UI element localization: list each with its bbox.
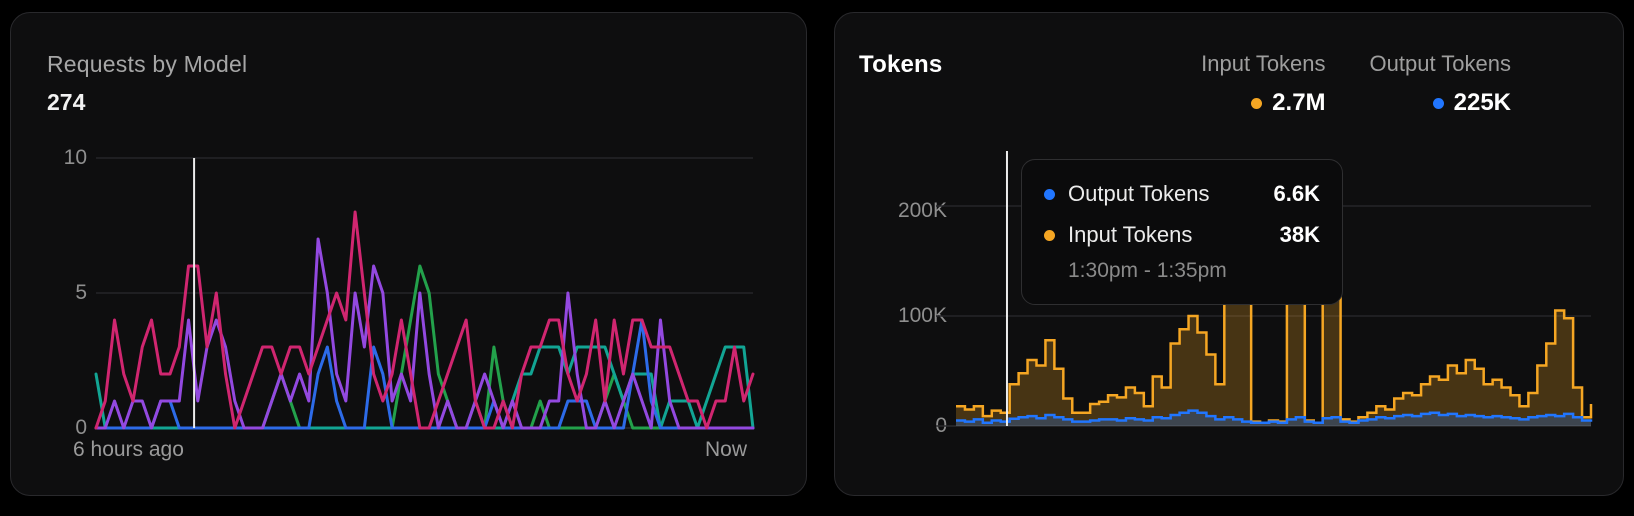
- tokens-ytick-0: 0: [935, 414, 947, 437]
- tooltip-output-label: Output Tokens: [1068, 181, 1210, 206]
- output-tokens-dot-icon: [1432, 97, 1444, 109]
- requests-card-title: Requests by Model: [47, 51, 248, 77]
- tokens-ytick-100k: 100K: [897, 304, 947, 327]
- tooltip-row-output: Output Tokens 6.6K: [1044, 177, 1320, 211]
- tokens-legend: Input Tokens 2.7M Output Tokens 225K: [1201, 51, 1511, 117]
- requests-ytick-0: 0: [75, 416, 87, 439]
- tooltip-input-value: 38K: [1279, 222, 1320, 247]
- tooltip-output-value: 6.6K: [1273, 181, 1320, 206]
- tooltip-input-dot-icon: [1044, 229, 1055, 241]
- requests-total-value: 274: [47, 89, 86, 115]
- tokens-card-title: Tokens: [859, 51, 943, 78]
- series-fill-input-tokens: [956, 162, 1591, 426]
- legend-input-value: 2.7M: [1272, 89, 1326, 116]
- input-tokens-dot-icon: [1251, 97, 1263, 109]
- requests-ytick-10: 10: [63, 146, 87, 169]
- legend-output-label: Output Tokens: [1369, 51, 1511, 76]
- tokens-card: Tokens Input Tokens 2.7M Output Tokens 2…: [834, 12, 1624, 496]
- legend-item-input-tokens[interactable]: Input Tokens 2.7M: [1201, 51, 1325, 117]
- tooltip-output-dot-icon: [1044, 188, 1055, 200]
- legend-item-output-tokens[interactable]: Output Tokens 225K: [1370, 51, 1511, 117]
- tooltip-row-input: Input Tokens 38K: [1044, 218, 1320, 252]
- requests-xaxis-end-label: Now: [704, 438, 747, 461]
- series-line-output-tokens: [956, 409, 1593, 424]
- requests-chart-plot[interactable]: [94, 157, 755, 430]
- requests-ytick-5: 5: [75, 281, 87, 304]
- requests-by-model-card: Requests by Model 274 10 5 0 6 hours ago…: [10, 12, 807, 496]
- tooltip-time-range: 1:30pm - 1:35pm: [1068, 259, 1227, 282]
- requests-xaxis-start-label: 6 hours ago: [73, 438, 184, 461]
- series-line-model-magenta: [94, 210, 755, 430]
- legend-output-value: 225K: [1453, 89, 1511, 116]
- legend-input-label: Input Tokens: [1201, 51, 1326, 76]
- tooltip-input-label: Input Tokens: [1068, 222, 1193, 247]
- series-fill-output-tokens: [956, 410, 1591, 426]
- series-line-model-purple: [94, 237, 755, 430]
- chart-tooltip: Output Tokens 6.6K Input Tokens 38K 1:30…: [1021, 159, 1343, 305]
- tokens-ytick-200k: 200K: [897, 199, 947, 222]
